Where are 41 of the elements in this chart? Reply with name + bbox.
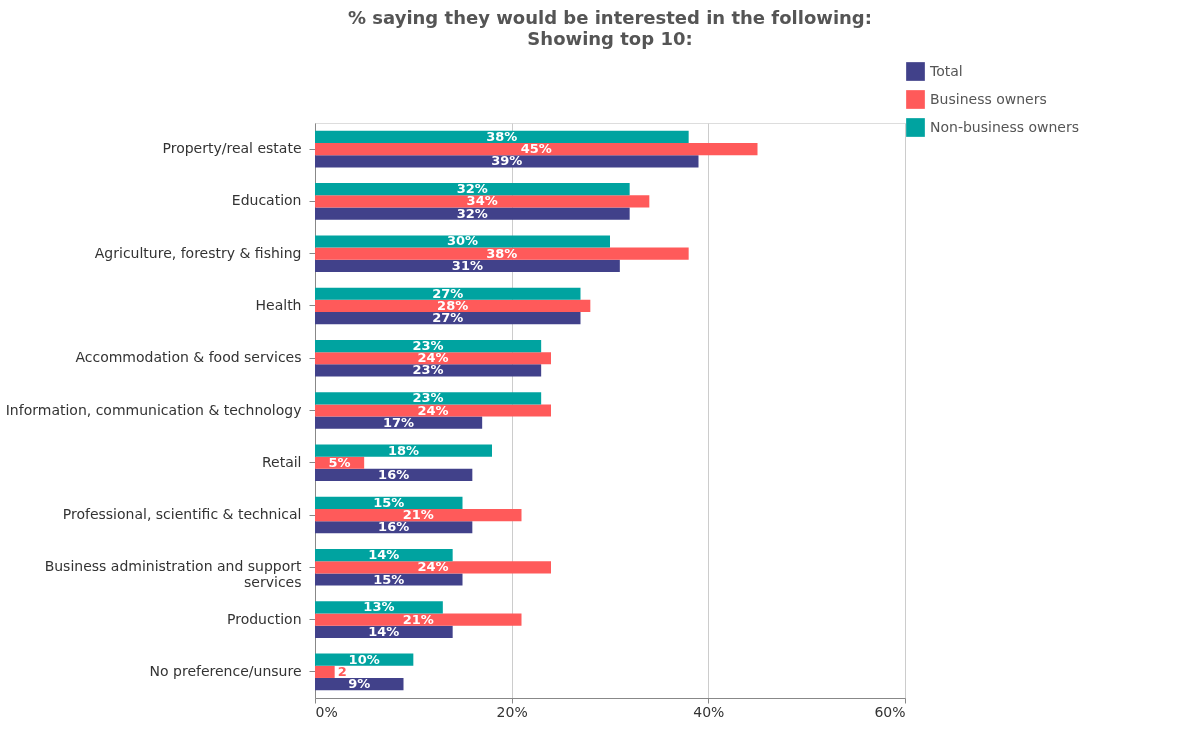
x-tick-label: 40%	[693, 703, 725, 720]
data-label: 13%	[363, 599, 395, 615]
legend-label: Total	[929, 62, 963, 79]
data-label: 14%	[368, 623, 400, 639]
data-label: 14%	[368, 547, 400, 563]
data-label: 39%	[491, 153, 523, 169]
data-label: 10%	[348, 651, 380, 667]
data-label: 15%	[373, 494, 405, 510]
data-label: 18%	[387, 442, 420, 458]
data-label: 15%	[373, 571, 405, 587]
y-tick-label: Information, communication & technology	[5, 401, 302, 418]
x-tick-label: 20%	[496, 703, 528, 720]
chart-title: % saying they would be interested in the following:	[348, 7, 872, 28]
data-label: 38%	[486, 128, 518, 144]
y-tick-label: No preference/unsure	[149, 662, 302, 679]
data-label: 24%	[417, 559, 449, 575]
y-tick-label: Retail	[261, 453, 302, 470]
data-label: 38%	[486, 245, 518, 261]
data-label: 27%	[432, 310, 464, 326]
legend-label: Business owners	[930, 90, 1047, 107]
data-label: 45%	[520, 141, 552, 157]
y-tick-label: Agriculture, forestry & fishing	[94, 244, 302, 261]
data-label: 2	[337, 663, 347, 679]
chart-subtitle: Showing top 10:	[527, 28, 693, 49]
y-tick-label: Production	[227, 610, 302, 627]
y-tick-label: Accommodation & food services	[75, 349, 302, 366]
data-label: 16%	[378, 466, 410, 482]
y-tick-label: Professional, scientific & technical	[62, 506, 302, 523]
y-tick-label: Education	[231, 192, 302, 209]
data-label: 30%	[446, 233, 479, 249]
x-tick-label: 60%	[874, 703, 906, 720]
y-tick-label: Health	[255, 296, 302, 313]
data-label: 21%	[402, 611, 434, 627]
data-label: 17%	[383, 414, 415, 430]
y-tick-label: Business administration and support services	[44, 558, 302, 591]
x-tick-label: 0%	[315, 703, 338, 720]
data-label: 5%	[328, 454, 351, 470]
legend-label: Non-business owners	[930, 118, 1079, 135]
y-tick-label: Property/real estate	[162, 140, 302, 157]
data-label: 31%	[451, 257, 483, 273]
data-label: 9%	[348, 676, 371, 692]
